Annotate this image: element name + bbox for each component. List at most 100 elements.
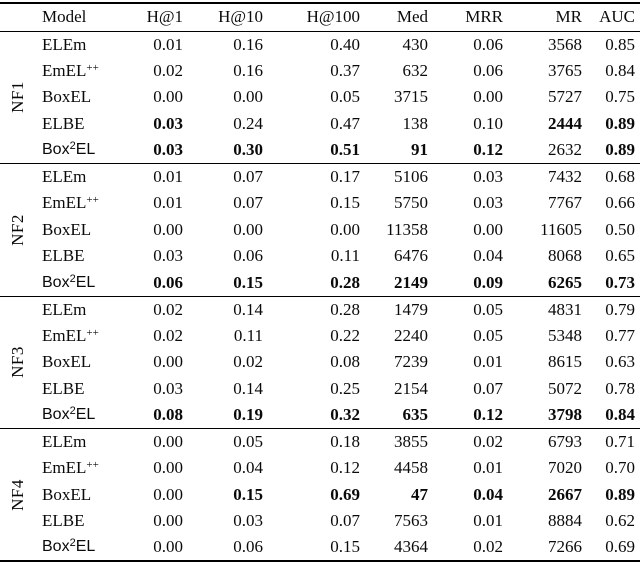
value-cell: 0.84 (605, 60, 635, 80)
table-row: EmEL++ 0.02 0.16 0.37 632 0.06 3765 0.84 (0, 58, 640, 85)
model-name: BoxEL (42, 484, 92, 504)
value-cell: 0.11 (330, 246, 360, 266)
value-cell: 91 (360, 137, 428, 164)
model-name: ELEm (42, 432, 87, 451)
value-cell: 0.02 (153, 60, 183, 80)
value-cell: 0.02 (473, 537, 503, 557)
value-cell: 5348 (548, 325, 582, 345)
value-cell: 632 (402, 60, 429, 80)
value-cell: 2149 (360, 269, 428, 297)
value-cell: 0.01 (153, 34, 183, 54)
value-cell: 7239 (394, 352, 428, 372)
value-cell: 138 (402, 113, 429, 133)
value-cell: 0.68 (605, 167, 635, 186)
value-cell: 0.03 (473, 193, 503, 213)
value-cell: 0.10 (473, 113, 503, 133)
value-cell: 0.30 (183, 137, 263, 164)
model-name: BoxEL (42, 87, 92, 107)
value-cell: 0.03 (153, 378, 183, 398)
model-name-superscript: ++ (86, 326, 99, 339)
value-cell: 0.22 (330, 325, 360, 345)
col-header-mrr: MRR (428, 3, 503, 32)
table-row: ELBE 0.03 0.14 0.25 2154 0.07 5072 0.78 (0, 376, 640, 403)
table-row: NF4 ELEm 0.00 0.05 0.18 3855 0.02 6793 0.71 (0, 428, 640, 562)
value-cell: 0.11 (233, 325, 263, 345)
model-name: ELEm (42, 167, 87, 186)
table-row: BoxEL 0.00 0.00 0.05 3715 0.00 5727 0.75 (0, 84, 640, 111)
value-cell: 5727 (548, 87, 582, 107)
model-name-superscript: ++ (86, 194, 99, 207)
value-cell: 0.05 (330, 87, 360, 107)
value-cell: 0.47 (330, 113, 360, 133)
value-cell: 0.69 (605, 537, 635, 557)
value-cell: 0.00 (153, 458, 183, 478)
table-row: Box2EL 0.06 0.15 0.28 2149 0.09 6265 0.73 (0, 269, 640, 297)
table-row: EmEL++ 0.02 0.11 0.22 2240 0.05 5348 0.77 (0, 323, 640, 350)
value-cell: 2154 (394, 378, 428, 398)
table-row: Box2EL 0.00 0.06 0.15 4364 0.02 7266 0.69 (0, 535, 640, 562)
value-cell: 7266 (548, 537, 582, 557)
value-cell: 0.12 (330, 458, 360, 478)
group-label-nf1: NF1 (0, 31, 36, 164)
value-cell: 0.01 (473, 352, 503, 372)
value-cell: 8884 (548, 511, 582, 531)
value-cell: 0.73 (582, 269, 640, 297)
value-cell: 4831 (548, 299, 582, 319)
value-cell: 11605 (540, 219, 582, 239)
value-cell: 0.50 (605, 219, 635, 239)
value-cell: 0.16 (233, 34, 263, 54)
value-cell: 0.12 (428, 137, 503, 164)
model-name-superscript: 2 (69, 272, 76, 285)
value-cell: 0.15 (183, 269, 263, 297)
model-name-superscript: 2 (69, 537, 76, 550)
value-cell: 6265 (503, 269, 582, 297)
value-cell: 2444 (548, 113, 582, 133)
value-cell: 0.03 (153, 113, 183, 133)
table-row: BoxEL 0.00 0.02 0.08 7239 0.01 8615 0.63 (0, 349, 640, 376)
table-row: BoxEL 0.00 0.15 0.69 47 0.04 2667 0.89 (0, 482, 640, 509)
value-cell: 0.04 (473, 246, 503, 266)
table-row: EmEL++ 0.00 0.04 0.12 4458 0.01 7020 0.70 (0, 455, 640, 482)
value-cell: 0.04 (233, 458, 263, 478)
value-cell: 0.77 (605, 325, 635, 345)
value-cell: 6793 (548, 432, 582, 451)
value-cell: 0.03 (473, 167, 503, 186)
value-cell: 0.18 (330, 432, 360, 451)
table-row: ELBE 0.03 0.24 0.47 138 0.10 2444 0.89 (0, 111, 640, 138)
value-cell: 0.14 (233, 378, 263, 398)
value-cell: 0.05 (233, 432, 263, 451)
value-cell: 7767 (548, 193, 582, 213)
value-cell: 0.00 (153, 537, 183, 557)
value-cell: 0.12 (428, 402, 503, 429)
model-name-superscript: 2 (69, 140, 76, 152)
group-label-text: NF3 (8, 346, 27, 379)
value-cell: 0.07 (233, 167, 263, 186)
value-cell: 0.75 (605, 87, 635, 107)
model-name: EmEL++ (42, 325, 99, 345)
header-row: Model H@1 H@10 H@100 Med MRR MR AUC (0, 3, 640, 32)
value-cell: 0.15 (330, 193, 360, 213)
col-header-med: Med (360, 3, 428, 32)
model-name: EmEL++ (42, 60, 99, 80)
value-cell: 0.66 (605, 193, 635, 213)
table-row: NF1 ELEm 0.01 0.16 0.40 430 0.06 3568 0.85 (0, 31, 640, 164)
value-cell: 0.09 (428, 269, 503, 297)
value-cell: 0.00 (153, 87, 183, 107)
model-name: EmEL++ (42, 458, 99, 478)
value-cell: 0.78 (605, 378, 635, 398)
value-cell: 0.16 (233, 60, 263, 80)
value-cell: 0.08 (330, 352, 360, 372)
model-name-superscript: ++ (86, 459, 99, 472)
table-row: EmEL++ 0.01 0.07 0.15 5750 0.03 7767 0.66 (0, 190, 640, 217)
value-cell: 0.63 (605, 352, 635, 372)
value-cell: 0.62 (605, 511, 635, 531)
value-cell: 0.00 (153, 511, 183, 531)
model-name: ELBE (42, 113, 85, 133)
value-cell: 4364 (394, 537, 428, 557)
value-cell: 0.05 (473, 299, 503, 319)
value-cell: 0.03 (120, 137, 183, 164)
group-label-nf3: NF3 (0, 296, 36, 429)
value-cell: 0.08 (120, 402, 183, 429)
value-cell: 0.07 (473, 378, 503, 398)
value-cell: 3715 (394, 87, 428, 107)
